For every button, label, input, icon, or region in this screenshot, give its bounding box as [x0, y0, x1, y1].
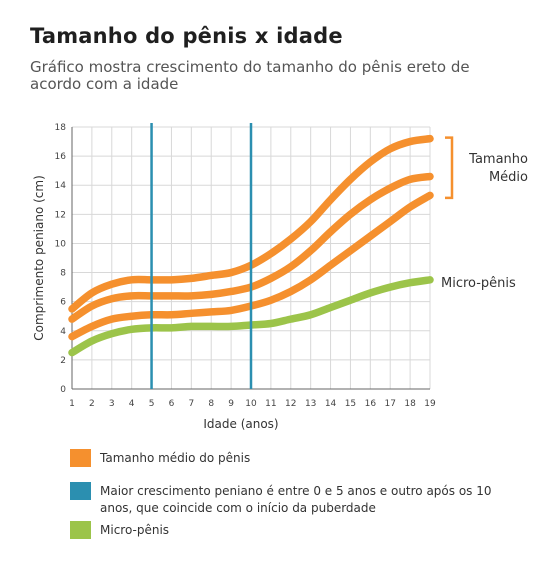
x-tick-label: 3 [109, 399, 115, 409]
legend-label-micro: Micro-pênis [100, 523, 170, 537]
x-tick-label: 2 [89, 399, 95, 409]
legend-item-growth: Maior crescimento peniano é entre 0 e 5 … [70, 482, 500, 517]
growth-chart: 1 2 3 4 5 6 7 8 9 10 11 12 13 14 15 16 17 18 1902468101214… [32, 123, 528, 431]
average-size-annotation: Tamanho [468, 152, 528, 167]
average-size-annotation: Médio [489, 170, 528, 185]
x-tick-label: 19 [424, 399, 436, 409]
y-tick-label: 14 [55, 181, 67, 191]
y-tick-label: 8 [60, 269, 66, 279]
page-subtitle: Gráfico mostra crescimento do tamanho do… [30, 58, 470, 93]
y-tick-label: 16 [55, 152, 67, 162]
y-tick-label: 2 [60, 356, 66, 366]
x-tick-label: 8 [208, 399, 214, 409]
y-tick-label: 4 [60, 327, 66, 337]
legend-label-average: Tamanho médio do pênis [100, 451, 251, 465]
y-tick-label: 10 [55, 239, 67, 249]
legend-swatch-orange [70, 449, 91, 467]
legend-swatch-blue [70, 482, 91, 500]
y-tick-label: 18 [55, 123, 67, 133]
page-title: Tamanho do pênis x idade [30, 24, 343, 48]
x-tick-label: 17 [384, 399, 395, 409]
y-tick-label: 0 [60, 385, 66, 395]
legend-item-average: Tamanho médio do pênis [70, 449, 500, 467]
x-tick-label: 11 [265, 399, 276, 409]
x-tick-label: 14 [325, 399, 337, 409]
legend-item-micro: Micro-pênis [70, 521, 500, 539]
y-tick-label: 6 [60, 298, 66, 308]
x-tick-label: 5 [149, 399, 155, 409]
x-tick-label: 13 [305, 399, 316, 409]
x-tick-label: 4 [129, 399, 135, 409]
x-tick-label: 6 [169, 399, 175, 409]
y-axis-label: Comprimento peniano (cm) [32, 175, 46, 341]
legend-swatch-green [70, 521, 91, 539]
x-axis-label: Idade (anos) [203, 417, 278, 431]
x-tick-label: 1 [69, 399, 75, 409]
x-tick-label: 7 [188, 399, 194, 409]
x-tick-label: 18 [404, 399, 416, 409]
average-size-bracket [445, 136, 454, 200]
legend-label-growth: Maior crescimento peniano é entre 0 e 5 … [100, 484, 492, 515]
x-tick-label: 16 [365, 399, 377, 409]
x-tick-label: 10 [245, 399, 257, 409]
micro-penis-annotation: Micro-pênis [441, 276, 516, 291]
x-tick-label: 15 [345, 399, 356, 409]
y-tick-label: 12 [55, 210, 66, 220]
x-tick-label: 9 [228, 399, 234, 409]
x-tick-label: 12 [285, 399, 296, 409]
